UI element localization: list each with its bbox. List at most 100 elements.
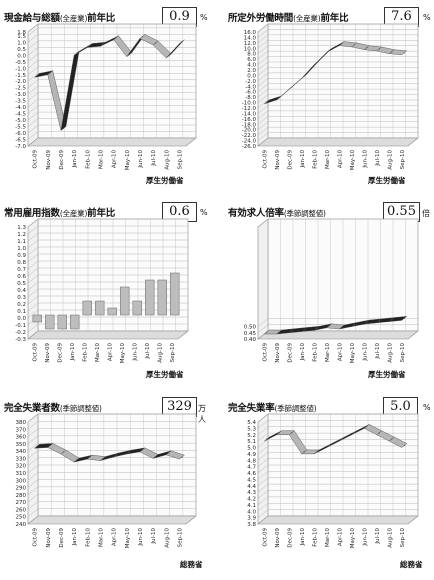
bar [145,279,155,316]
y-tick-label: -5.5 [15,125,26,131]
source-label: 総務省 [180,560,203,569]
y-tick-label: 4.3 [247,490,256,496]
data-point [89,44,91,47]
y-tick-label: -0.3 [15,337,26,343]
y-tick-label: 0.3 [17,295,26,301]
data-point [378,320,380,322]
ribbon-segment [388,49,408,56]
y-tick-label: 290 [16,486,27,492]
y-tick-label: -2.0 [15,79,26,85]
x-tick-label: Jul-10 [375,528,381,545]
x-tick-label: Aug-10 [387,528,393,548]
y-tick-label: 4.6 [247,471,256,477]
title-sub: (季節調整値) [59,404,102,413]
unit-label: % [200,13,208,22]
y-tick-label: 0.5 [17,281,26,287]
ribbon [264,424,408,455]
title-sub: (全産業) [59,14,88,23]
chart-employment-index: 1.31.21.11.00.90.80.70.60.50.40.30.20.10… [15,218,189,364]
unit-label: % [423,403,431,412]
y-tick-label: 2.0 [247,68,256,74]
data-point [378,48,380,50]
y-tick-label: 4.5 [247,477,256,483]
data-point [266,101,268,103]
ribbon [33,443,185,463]
data-point [266,331,268,333]
x-tick-label: Dec-09 [287,528,293,548]
x-tick-label: Nov-09 [46,150,52,170]
x-tick-label: Jul-10 [151,150,157,167]
value-box: 0.9 [162,7,197,27]
y-tick-label: -18.0 [242,122,257,128]
title-main: 有効求人倍率 [228,208,284,219]
x-tick-label: Oct-09 [262,528,268,547]
bar [95,300,105,316]
data-point [391,51,393,53]
panel-unemployment-rate: 完全失業率(季節調整値) 5.0 % 5.4 5.3 5.2 5.1 5.0 4.9 4.8… [228,397,431,580]
floor [257,515,419,525]
x-tick-label: Sep-10 [177,150,183,170]
y-tick-label: 280 [16,493,27,499]
x-tick-label: Sep-10 [400,343,406,363]
data-point [115,37,117,39]
x-tick-label: Oct-09 [32,343,38,362]
y-tick-label: 0.8 [17,260,26,266]
y-tick-label: -0.2 [15,330,26,336]
data-point [154,42,157,44]
panel-cash-earnings: 現金給与総額(全産業)前年比 0.9 % 1.8 1.5 1.0 0.5 0.0 -0.5… [4,7,208,190]
panel-job-ratio: 有効求人倍率(季節調整値) 0.55 倍 0.40 0.45 0.50 Oct-09 N… [228,202,430,385]
y-tick-label: 10.0 [244,46,257,52]
x-tick-label: May-10 [120,343,126,364]
x-tick-label: Jan-10 [70,343,76,362]
x-tick-label: Jun-10 [132,343,138,362]
y-tick-label: 5.0 [247,446,256,452]
x-tick-label: Feb-10 [312,343,318,362]
value-box: 7.6 [384,7,419,27]
y-tick-label: -0.1 [15,323,26,329]
chart-overtime-hours: 16.014.012.010.08.06.04.02.00.0-2.0-4.0-… [242,23,419,171]
data-point [303,328,305,331]
data-point [168,55,170,57]
data-point [291,86,293,88]
x-tick-label: Mar-10 [95,343,101,363]
ribbon-segment [388,436,408,448]
data-point [328,444,330,447]
x-tick-label: Mar-10 [325,150,331,170]
title-main: 所定外労働時間 [228,13,294,24]
data-point [341,42,343,45]
y-tick-label: 260 [16,507,27,513]
x-tick-label: Mar-10 [325,343,331,363]
y-tick-label: 4.4 [247,484,256,490]
y-tick-label: -5.0 [15,118,26,124]
x-tick-label: Sep-10 [170,343,176,363]
floor [257,137,419,147]
x-tick-label: Feb-10 [312,528,318,547]
data-point [62,127,65,130]
data-point [328,49,330,51]
y-tick-label: 14.0 [244,35,257,41]
x-tick-label: May-10 [125,528,131,549]
y-tick-label: 1.0 [17,40,26,46]
data-point [391,438,393,440]
x-tick-label: May-10 [350,150,356,171]
data-point [278,432,280,434]
y-tick-label: 0.9 [17,253,26,259]
panel-overtime-hours: 所定外労働時間(全産業)前年比 7.6 % 16.0 14.0 12.0 10.0 8.… [228,7,431,190]
title-main: 完全失業者数 [4,403,60,414]
y-tick-label: 4.8 [247,458,256,464]
bar [57,314,67,330]
data-point [328,325,330,327]
data-point [291,330,293,332]
x-tick-label: Nov-09 [275,528,281,548]
panel-unemployed-count: 完全失業者数(季節調整値) 329 万人 380 370 360 350 340 330 3… [4,397,206,580]
data-point [316,327,318,329]
bar [45,314,55,330]
y-tick-label: 3.8 [247,522,256,528]
bar [157,279,167,316]
y-tick-label: 1.1 [17,239,26,245]
floor [27,330,189,340]
data-point [341,326,343,328]
x-tick-label: Jan-10 [300,150,306,169]
data-point [278,97,280,99]
